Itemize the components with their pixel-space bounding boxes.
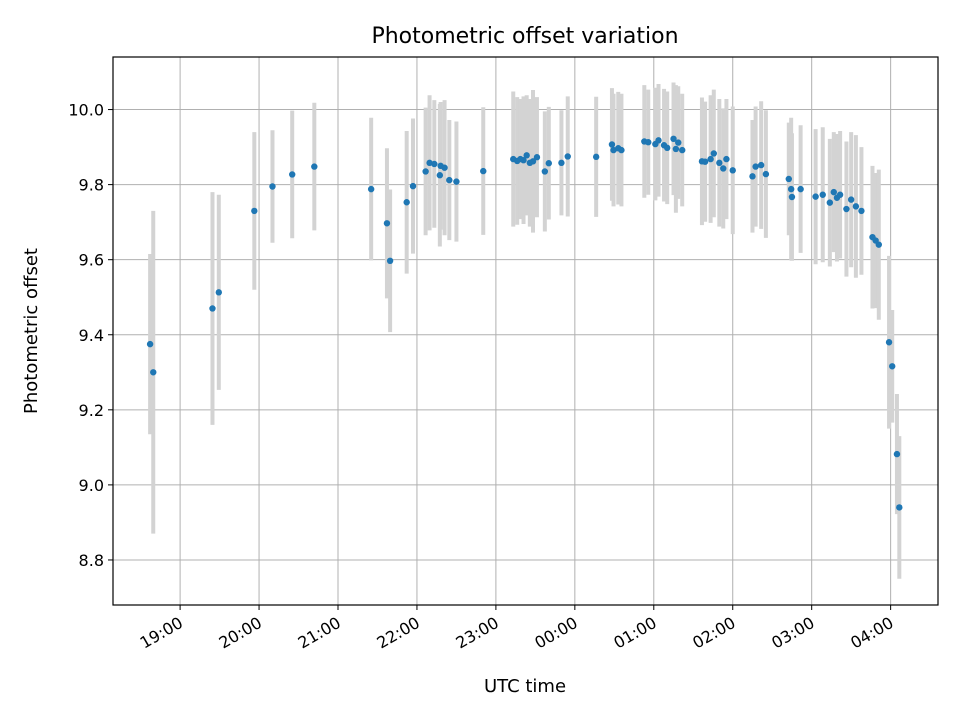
data-point xyxy=(852,203,860,210)
data-point xyxy=(520,157,527,164)
data-point xyxy=(896,504,903,511)
data-point xyxy=(847,196,855,203)
data-point xyxy=(858,207,865,215)
data-point xyxy=(885,339,893,346)
data-point xyxy=(664,144,671,152)
data-point xyxy=(529,158,537,165)
data-point xyxy=(383,220,391,227)
data-point xyxy=(592,153,600,161)
data-point xyxy=(797,185,804,193)
data-point xyxy=(422,168,429,175)
y-tick-label: 10.0 xyxy=(68,101,104,120)
data-point xyxy=(453,178,460,185)
data-point xyxy=(386,257,394,265)
chart-title: Photometric offset variation xyxy=(371,24,678,49)
data-point xyxy=(812,193,819,200)
data-point xyxy=(893,450,901,458)
data-point xyxy=(431,160,438,168)
data-point xyxy=(545,160,552,167)
y-tick-label: 9.6 xyxy=(79,251,104,270)
data-point xyxy=(819,191,826,198)
data-point xyxy=(251,207,258,215)
data-point xyxy=(403,199,410,206)
data-point xyxy=(367,185,375,193)
y-tick-label: 9.8 xyxy=(79,176,104,195)
data-point xyxy=(146,340,154,348)
data-point xyxy=(150,369,157,376)
data-point xyxy=(788,193,796,201)
data-point xyxy=(729,167,736,174)
data-point xyxy=(679,146,686,154)
data-point xyxy=(655,137,662,144)
data-point xyxy=(564,153,571,160)
data-point xyxy=(446,176,453,184)
data-point xyxy=(409,182,417,190)
data-point xyxy=(523,152,530,159)
data-point xyxy=(749,173,756,180)
data-point xyxy=(843,205,850,213)
data-point xyxy=(608,141,616,148)
data-point xyxy=(720,165,727,172)
data-point xyxy=(889,363,896,370)
data-point xyxy=(618,146,625,154)
data-point xyxy=(533,154,541,161)
data-point xyxy=(757,161,765,169)
data-point xyxy=(289,171,296,178)
y-tick-label: 9.0 xyxy=(79,476,104,495)
data-point xyxy=(215,289,222,296)
y-axis-ticks: 8.8 9.0 9.2 9.4 9.6 9.8 10.0 xyxy=(68,101,113,570)
data-point xyxy=(672,145,680,153)
data-point xyxy=(762,170,770,178)
data-point xyxy=(558,159,565,167)
data-point xyxy=(875,241,882,248)
data-points xyxy=(146,135,903,511)
data-point xyxy=(710,150,717,157)
data-point xyxy=(436,172,444,179)
data-point xyxy=(707,155,714,163)
data-point xyxy=(826,199,834,206)
data-point xyxy=(480,167,487,175)
data-point xyxy=(670,135,677,143)
data-point xyxy=(701,158,709,165)
data-point xyxy=(716,159,723,167)
data-point xyxy=(836,191,844,198)
data-point xyxy=(441,164,448,171)
data-point xyxy=(209,305,216,312)
plot-frame xyxy=(112,56,939,606)
data-point xyxy=(311,163,318,170)
y-tick-label: 9.4 xyxy=(79,326,104,345)
data-point xyxy=(830,188,837,196)
data-point xyxy=(541,168,549,175)
y-tick-label: 8.8 xyxy=(79,551,104,570)
x-axis-label: UTC time xyxy=(484,676,566,697)
data-point xyxy=(645,139,652,146)
y-tick-label: 9.2 xyxy=(79,401,104,420)
data-point xyxy=(269,183,276,190)
data-point xyxy=(723,155,730,163)
data-point xyxy=(785,175,792,183)
y-axis-label: Photometric offset xyxy=(21,248,42,414)
data-point xyxy=(752,163,759,170)
data-point xyxy=(787,185,795,193)
data-point xyxy=(675,139,682,146)
